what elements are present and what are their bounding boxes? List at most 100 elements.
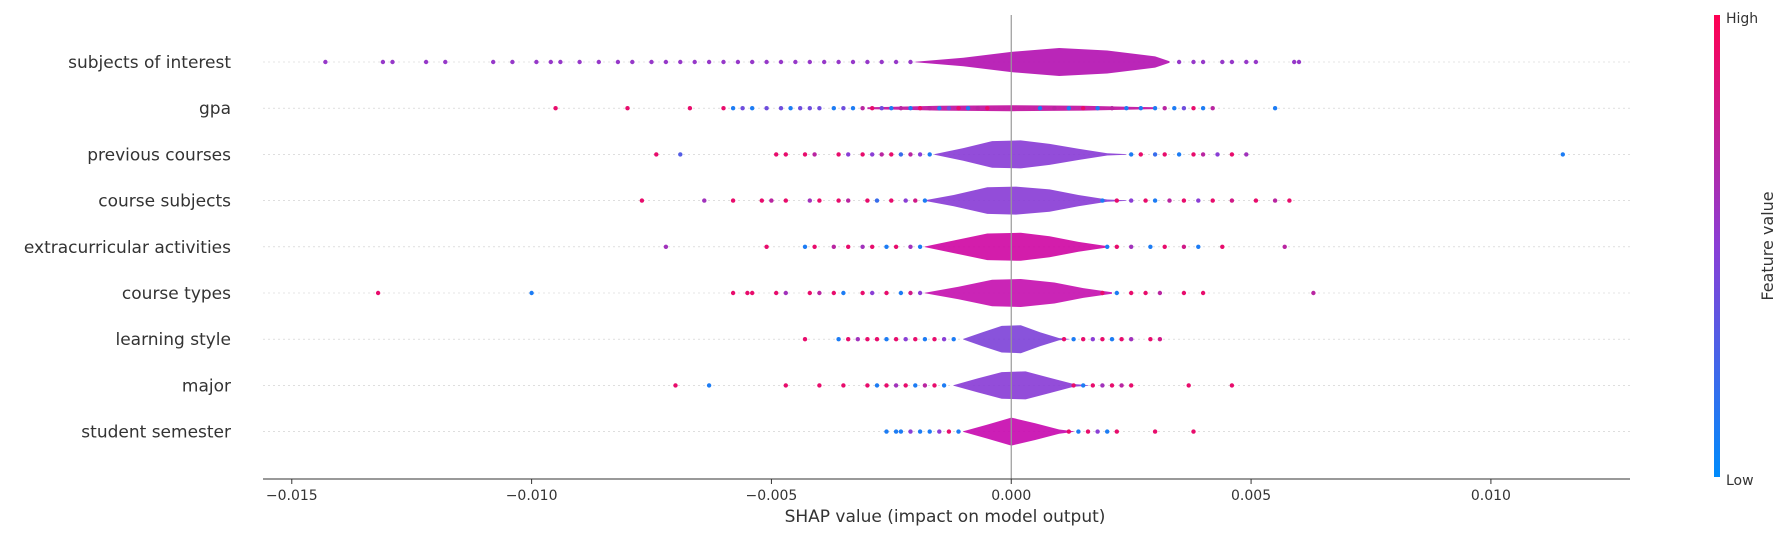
data-point — [663, 244, 669, 249]
data-point — [1200, 290, 1206, 296]
data-point — [443, 59, 448, 65]
scatter-points — [323, 59, 1566, 434]
data-point — [802, 152, 808, 157]
data-point — [750, 59, 755, 65]
data-point — [769, 198, 774, 203]
data-point — [850, 59, 856, 65]
data-point — [1129, 152, 1134, 157]
x-ticks: −0.015 −0.010 −0.005 0.000 0.005 0.010 — [266, 479, 1511, 504]
data-point — [908, 59, 913, 65]
x-tick-label: 0.000 — [991, 488, 1031, 504]
data-point — [1095, 106, 1100, 111]
data-point — [932, 383, 937, 388]
data-point — [1109, 337, 1115, 342]
data-point — [783, 152, 788, 157]
data-point — [956, 106, 961, 111]
data-point — [817, 198, 822, 203]
data-point — [917, 244, 923, 249]
data-point — [889, 198, 894, 203]
data-point — [1181, 106, 1187, 111]
colorbar: High Low Feature value — [1714, 11, 1777, 489]
data-point — [879, 106, 884, 111]
violin — [924, 279, 1112, 307]
data-point — [865, 198, 870, 203]
data-point — [941, 337, 947, 342]
data-point — [1200, 106, 1206, 111]
data-point — [1114, 244, 1120, 249]
data-point — [730, 198, 736, 203]
x-axis: −0.015 −0.010 −0.005 0.000 0.005 0.010 SHAP v… — [263, 478, 1630, 527]
data-point — [884, 383, 889, 388]
data-point — [822, 59, 827, 65]
data-point — [937, 429, 942, 434]
x-axis-label: SHAP value (impact on model output) — [785, 507, 1106, 527]
data-point — [870, 152, 875, 157]
feature-label: student semester — [81, 423, 231, 443]
data-point — [625, 106, 630, 111]
feature-label: course types — [122, 284, 231, 304]
data-point — [1210, 106, 1215, 111]
data-point — [1244, 152, 1249, 157]
violin — [915, 48, 1170, 76]
data-point — [913, 383, 918, 388]
data-point — [1100, 198, 1105, 203]
data-point — [865, 59, 870, 65]
data-point — [927, 106, 932, 111]
data-point — [841, 290, 846, 296]
data-point — [1052, 106, 1057, 111]
data-point — [730, 106, 736, 111]
data-point — [1129, 383, 1134, 388]
data-point — [865, 383, 870, 388]
colorbar-high-label: High — [1726, 11, 1758, 27]
data-point — [798, 106, 803, 111]
data-point — [817, 290, 822, 296]
data-point — [903, 337, 908, 342]
data-point — [783, 383, 788, 388]
data-point — [783, 290, 788, 296]
violin — [963, 417, 1074, 446]
data-point — [706, 59, 712, 65]
data-point — [1229, 59, 1235, 65]
data-point — [908, 152, 913, 157]
violin — [924, 186, 1127, 215]
data-point — [783, 198, 788, 203]
data-point — [956, 429, 961, 434]
data-point — [908, 290, 913, 296]
data-point — [1296, 59, 1302, 65]
feature-label: subjects of interest — [68, 53, 231, 73]
data-point — [1090, 337, 1096, 342]
data-point — [774, 290, 779, 296]
data-point — [817, 383, 822, 388]
data-point — [917, 290, 923, 296]
data-point — [1181, 198, 1187, 203]
data-point — [1162, 152, 1167, 157]
data-point — [1148, 337, 1153, 342]
data-point — [1229, 152, 1235, 157]
data-point — [831, 106, 836, 111]
data-point — [1215, 152, 1220, 157]
data-point — [1162, 244, 1167, 249]
data-point — [764, 59, 769, 65]
data-point — [841, 106, 846, 111]
feature-label: previous courses — [87, 145, 231, 165]
data-point — [1272, 198, 1278, 203]
data-point — [975, 106, 980, 111]
data-point — [788, 106, 793, 111]
data-point — [946, 429, 952, 434]
data-point — [917, 429, 923, 434]
data-point — [836, 198, 841, 203]
x-tick-label: 0.010 — [1471, 488, 1511, 504]
data-point — [807, 106, 812, 111]
data-point — [630, 59, 635, 65]
data-point — [1100, 337, 1105, 342]
data-point — [1191, 106, 1196, 111]
data-point — [893, 59, 899, 65]
colorbar-gradient — [1714, 15, 1720, 477]
data-point — [1152, 106, 1158, 111]
data-point — [1143, 198, 1148, 203]
data-point — [1148, 244, 1153, 249]
data-point — [596, 59, 601, 65]
data-point — [836, 337, 841, 342]
colorbar-low-label: Low — [1726, 473, 1754, 489]
